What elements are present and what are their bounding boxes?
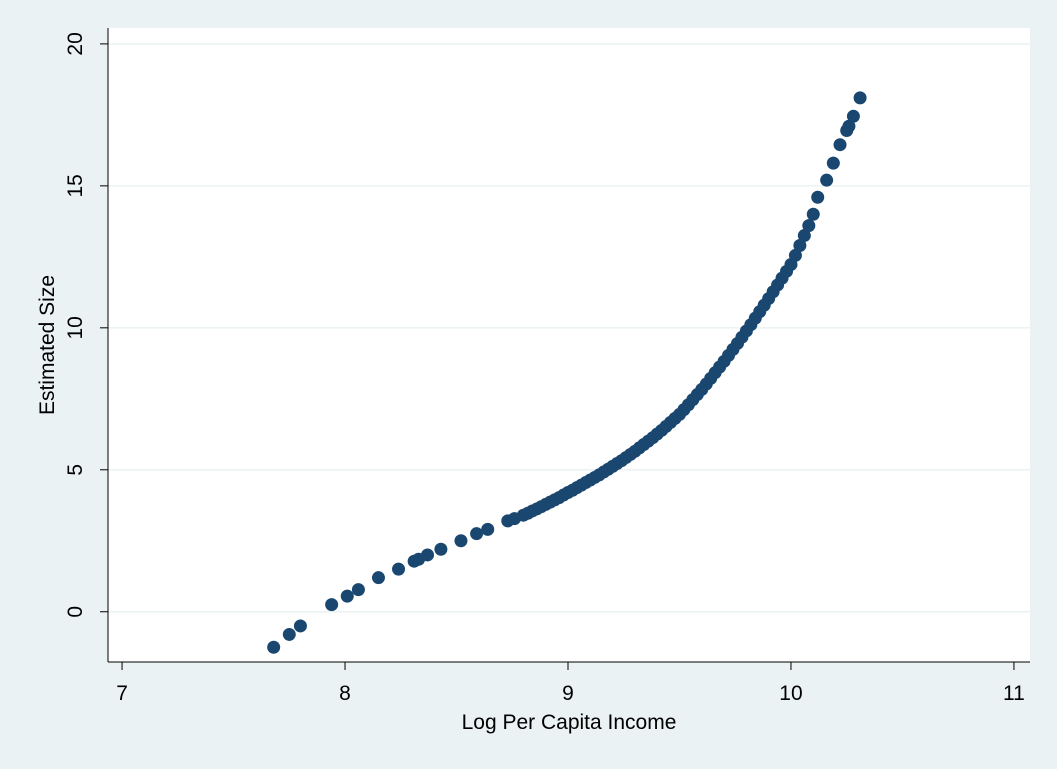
point xyxy=(481,522,495,536)
point xyxy=(434,542,448,556)
x-tick-label: 8 xyxy=(339,682,351,705)
x-tick-label: 10 xyxy=(779,682,802,705)
point xyxy=(802,219,816,233)
point xyxy=(806,207,820,221)
point xyxy=(811,190,825,204)
y-axis-label: Estimated Size xyxy=(36,275,59,415)
x-axis-label: Log Per Capita Income xyxy=(462,711,677,734)
y-tick-label: 5 xyxy=(64,464,87,476)
point xyxy=(846,109,860,123)
point xyxy=(793,238,807,252)
point xyxy=(325,598,339,612)
y-tick-label: 20 xyxy=(64,32,87,55)
point xyxy=(842,119,856,133)
point xyxy=(282,627,296,641)
point xyxy=(833,138,847,152)
x-tick-label: 7 xyxy=(116,682,128,705)
plot-area xyxy=(108,28,1030,662)
point xyxy=(797,229,811,243)
point xyxy=(826,156,840,170)
y-tick-label: 15 xyxy=(64,174,87,197)
point xyxy=(421,548,435,562)
point xyxy=(351,583,365,597)
point xyxy=(788,248,802,262)
point xyxy=(371,571,385,585)
point xyxy=(340,589,354,603)
point xyxy=(820,173,834,187)
point xyxy=(392,562,406,576)
y-tick-label: 10 xyxy=(64,316,87,339)
x-tick-label: 9 xyxy=(562,682,574,705)
point xyxy=(293,619,307,633)
point xyxy=(470,527,484,541)
point xyxy=(267,640,281,654)
point xyxy=(853,91,867,105)
y-tick-label: 0 xyxy=(64,606,87,618)
x-tick-label: 11 xyxy=(1003,682,1025,705)
point xyxy=(454,534,468,548)
